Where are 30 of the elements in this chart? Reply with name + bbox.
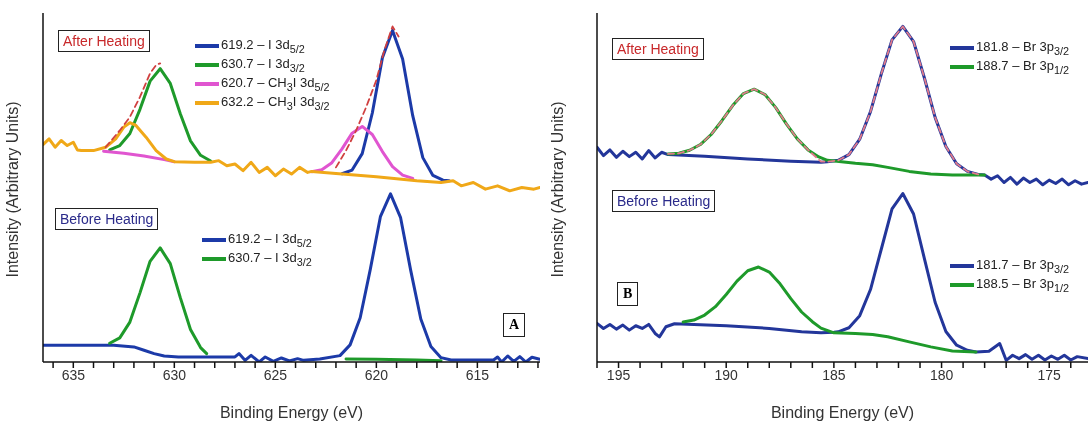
x-axis-title: Binding Energy (eV)	[219, 404, 364, 421]
legend-label: 181.7 – Br 3p$_{3/2}$	[976, 256, 1070, 275]
legend-label: 620.7 – CH$_{3}$I 3d$_{5/2}$	[221, 74, 330, 93]
x-tick-label: 620	[364, 366, 389, 383]
x-tick-label: 630	[162, 366, 187, 383]
legend-label: 630.7 – I 3d$_{3/2}$	[228, 249, 312, 268]
y-axis-title: Intensity (Arbitrary Units)	[3, 101, 21, 278]
annotation: After Heating	[58, 30, 150, 52]
annotation: B	[617, 282, 639, 306]
x-tick-label: 185	[822, 366, 846, 383]
x-tick-label: 195	[606, 366, 631, 383]
x-tick-label: 635	[61, 366, 86, 383]
legend-label: 632.2 – CH$_{3}$I 3d$_{3/2}$	[221, 93, 330, 112]
x-tick-label: 175	[1037, 366, 1062, 383]
x-axis-title: Binding Energy (eV)	[770, 404, 915, 421]
x-tick-label: 190	[714, 366, 739, 383]
annotation: Before Heating	[55, 208, 159, 230]
annotation: Before Heating	[612, 190, 716, 212]
legend-label: 619.2 – I 3d$_{5/2}$	[221, 36, 305, 55]
legend-label: 188.7 – Br 3p$_{1/2}$	[976, 57, 1070, 76]
legend-label: 181.8 – Br 3p$_{3/2}$	[976, 38, 1070, 57]
legend-label: 630.7 – I 3d$_{3/2}$	[221, 55, 305, 74]
x-tick-label: 615	[465, 366, 490, 383]
x-tick-label: 625	[263, 366, 288, 383]
y-axis-title: Intensity (Arbitrary Units)	[548, 101, 566, 278]
annotation: A	[503, 313, 526, 337]
legend-label: 619.2 – I 3d$_{5/2}$	[228, 230, 312, 249]
annotation: After Heating	[612, 38, 704, 60]
x-tick-label: 180	[929, 366, 954, 383]
legend-label: 188.5 – Br 3p$_{1/2}$	[976, 275, 1070, 294]
